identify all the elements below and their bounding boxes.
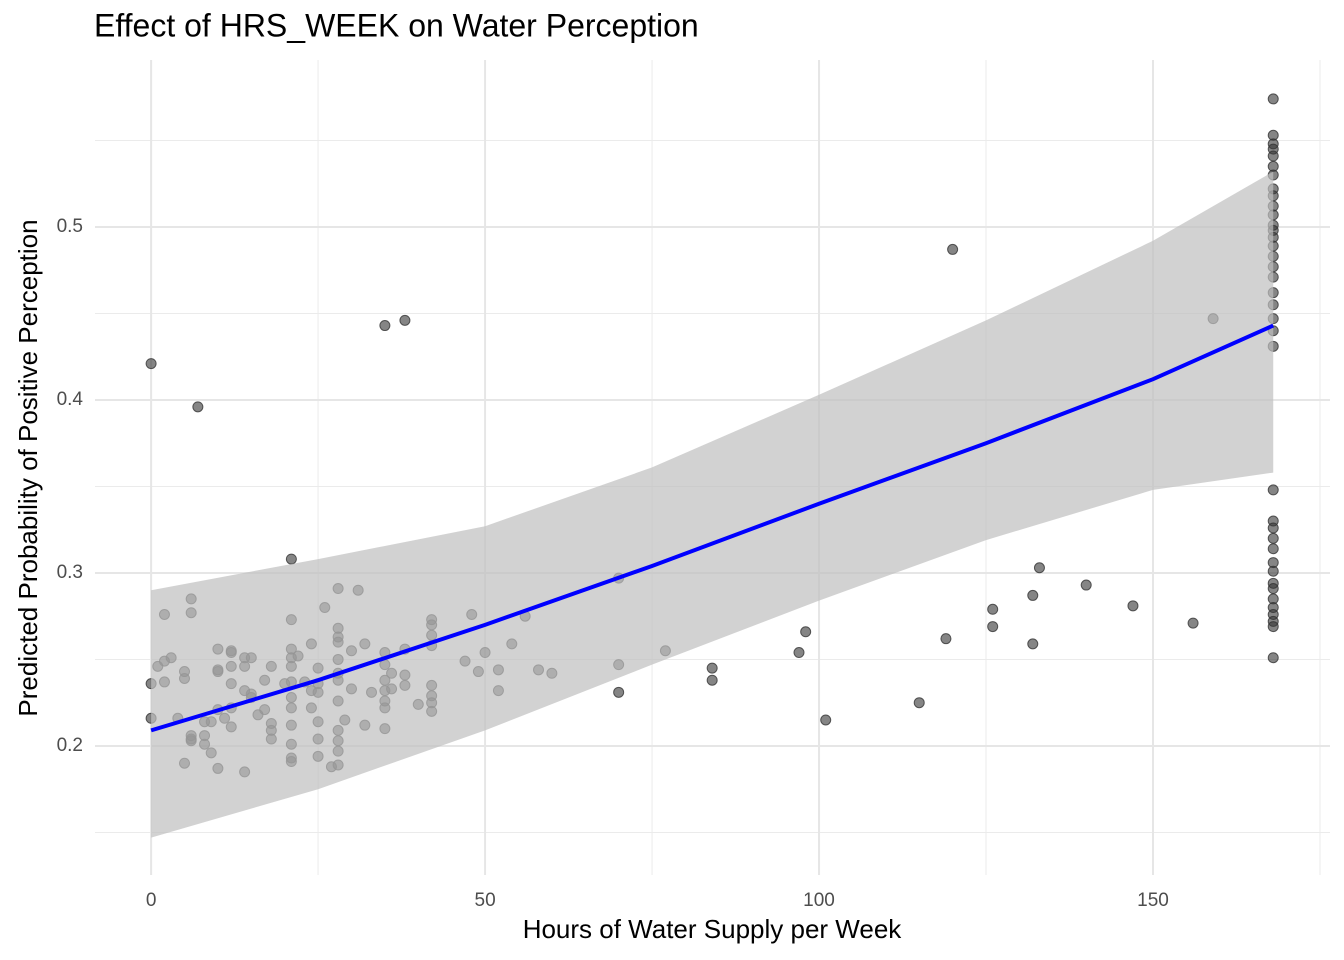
data-point xyxy=(987,621,999,633)
data-point xyxy=(613,686,625,698)
y-tick-label: 0.5 xyxy=(57,216,83,237)
data-point xyxy=(947,243,959,255)
data-point xyxy=(1267,93,1279,105)
data-point xyxy=(913,697,925,709)
data-point xyxy=(987,603,999,615)
confidence-band xyxy=(151,171,1274,838)
y-tick-label: 0.4 xyxy=(57,389,84,410)
data-point xyxy=(706,662,718,674)
data-point xyxy=(1267,150,1279,162)
data-point xyxy=(1267,621,1279,633)
data-point xyxy=(1127,600,1139,612)
data-point xyxy=(1080,579,1092,591)
data-point xyxy=(1187,617,1199,629)
data-point xyxy=(192,401,204,413)
x-tick-label: 150 xyxy=(1137,890,1169,911)
x-tick-label: 50 xyxy=(475,890,496,911)
y-tick-label: 0.3 xyxy=(57,562,83,583)
data-point xyxy=(145,358,157,370)
data-point xyxy=(793,647,805,659)
data-point xyxy=(706,674,718,686)
data-point xyxy=(1267,565,1279,577)
y-axis-label: Predicted Probability of Positive Percep… xyxy=(13,219,43,716)
data-point xyxy=(1267,522,1279,534)
data-point xyxy=(1027,589,1039,601)
y-tick-label: 0.2 xyxy=(57,735,83,756)
fit-line xyxy=(150,323,1275,733)
x-tick-label: 100 xyxy=(803,890,835,911)
chart-title: Effect of HRS_WEEK on Water Perception xyxy=(94,7,699,43)
data-point xyxy=(1267,652,1279,664)
data-point xyxy=(1267,484,1279,496)
x-axis-label: Hours of Water Supply per Week xyxy=(523,914,903,944)
data-point xyxy=(1033,562,1045,574)
data-point xyxy=(800,626,812,638)
data-point xyxy=(1027,638,1039,650)
data-point xyxy=(379,320,391,332)
data-point xyxy=(399,314,411,326)
data-point xyxy=(820,714,832,726)
data-point xyxy=(285,553,297,565)
data-point xyxy=(1267,532,1279,544)
data-point xyxy=(1267,583,1279,595)
data-point xyxy=(940,633,952,645)
data-point xyxy=(1267,543,1279,555)
x-tick-label: 0 xyxy=(146,890,157,911)
